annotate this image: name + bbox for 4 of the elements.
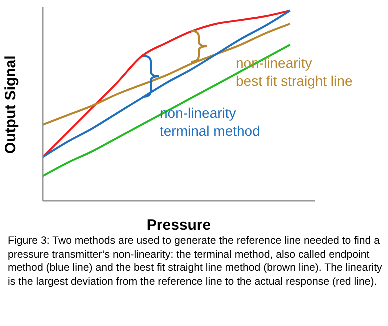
annotation: non-linearity terminal method bbox=[160, 105, 260, 139]
x-axis-title: Pressure bbox=[146, 217, 212, 234]
caption: Figure 3: Two methods are used to generate the reference line needed to find a pressure transmitter’s non-linearity: the terminal method, also called endpoint method (blue line) and the best fit straight line method (brown line). The linearity is the largest deviation from the reference line to the actual response (red line). bbox=[8, 235, 384, 289]
y-axis-title: Output Signal bbox=[2, 56, 20, 154]
